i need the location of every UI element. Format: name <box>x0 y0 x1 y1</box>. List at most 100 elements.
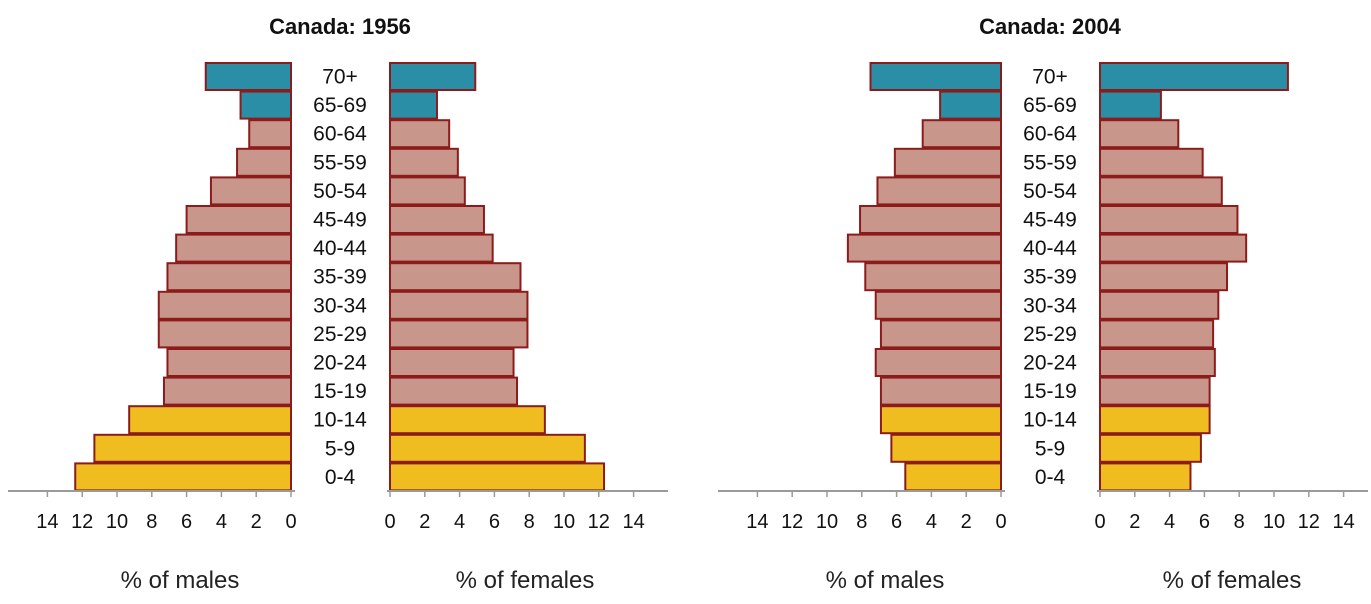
age-label: 15-19 <box>313 380 367 403</box>
male-bar-20-24 <box>874 348 1002 377</box>
x-axis-label-females: % of females <box>456 567 595 594</box>
age-label: 70+ <box>322 66 358 89</box>
age-label: 55-59 <box>313 151 367 174</box>
tick-label: 2 <box>1129 511 1140 533</box>
tick-label: 6 <box>181 511 192 533</box>
male-bar-50-54 <box>876 176 1003 206</box>
age-label: 60-64 <box>313 123 367 146</box>
tick-label: 14 <box>622 511 644 533</box>
tick-label: 6 <box>891 511 902 533</box>
female-bar-20-24 <box>1099 348 1216 377</box>
x-axis-label-males: % of males <box>826 567 945 594</box>
male-bar-70+ <box>204 62 293 91</box>
x-axis-label-males: % of males <box>121 567 240 594</box>
age-label: 10-14 <box>313 409 367 432</box>
age-label: 35-39 <box>313 266 367 289</box>
age-label: 65-69 <box>313 94 367 117</box>
male-bar-50-54 <box>209 176 293 206</box>
male-bar-35-39 <box>864 262 1003 292</box>
male-bar-20-24 <box>166 348 293 377</box>
age-label: 45-49 <box>1023 209 1077 232</box>
tick-label: 0 <box>285 511 296 533</box>
female-bar-35-39 <box>389 262 522 292</box>
tick-label: 4 <box>454 511 465 533</box>
tick-label: 2 <box>419 511 430 533</box>
female-bar-60-64 <box>389 119 451 149</box>
male-bar-55-59 <box>236 147 292 177</box>
female-bar-10-14 <box>1099 405 1211 435</box>
male-bar-25-29 <box>157 319 292 349</box>
age-label: 20-24 <box>1023 352 1077 375</box>
female-bar-30-34 <box>389 290 529 320</box>
tick-label: 14 <box>746 511 768 533</box>
female-bar-35-39 <box>1099 262 1229 292</box>
tick-label: 0 <box>384 511 395 533</box>
male-bar-65-69 <box>939 90 1002 120</box>
age-label: 30-34 <box>1023 294 1077 317</box>
male-bar-10-14 <box>879 405 1002 435</box>
tick-label: 8 <box>1234 511 1245 533</box>
female-bar-15-19 <box>389 376 519 406</box>
female-bar-65-69 <box>389 90 438 120</box>
male-bar-55-59 <box>893 147 1002 177</box>
female-bar-5-9 <box>1099 433 1202 463</box>
female-bar-25-29 <box>389 319 529 349</box>
tick-label: 14 <box>36 511 58 533</box>
age-label: 5-9 <box>1035 437 1065 460</box>
male-bar-65-69 <box>239 90 292 120</box>
tick-label: 10 <box>816 511 838 533</box>
tick-label: 2 <box>961 511 972 533</box>
tick-label: 12 <box>781 511 803 533</box>
tick-label: 6 <box>1199 511 1210 533</box>
tick-label: 10 <box>106 511 128 533</box>
age-label: 60-64 <box>1023 123 1077 146</box>
age-label: 0-4 <box>1035 466 1066 489</box>
male-bar-60-64 <box>921 119 1003 149</box>
tick-label: 12 <box>71 511 93 533</box>
tick-label: 0 <box>995 511 1006 533</box>
age-label: 40-44 <box>1023 237 1077 260</box>
female-bar-65-69 <box>1099 90 1162 120</box>
tick-label: 6 <box>489 511 500 533</box>
male-bar-5-9 <box>890 433 1003 463</box>
age-label: 15-19 <box>1023 380 1077 403</box>
tick-label: 14 <box>1332 511 1354 533</box>
female-bar-20-24 <box>389 348 515 377</box>
pyramid-1: Canada: 1956 70+ 65-69 60-64 55-59 50-54 45-49… <box>8 14 668 594</box>
age-label: 0-4 <box>325 466 356 489</box>
male-bar-35-39 <box>166 262 293 292</box>
age-label: 50-54 <box>1023 180 1077 203</box>
female-bar-30-34 <box>1099 290 1220 320</box>
male-bar-10-14 <box>128 405 292 435</box>
female-bar-70+ <box>389 62 477 91</box>
male-bar-30-34 <box>874 290 1002 320</box>
age-label: 65-69 <box>1023 94 1077 117</box>
tick-label: 12 <box>1298 511 1320 533</box>
age-label: 50-54 <box>313 180 367 203</box>
female-bar-45-49 <box>1099 205 1239 234</box>
male-bar-0-4 <box>904 462 1002 492</box>
age-label: 5-9 <box>325 437 355 460</box>
age-label: 70+ <box>1032 66 1068 89</box>
age-label: 35-39 <box>1023 266 1077 289</box>
female-bar-55-59 <box>1099 147 1204 177</box>
female-bar-45-49 <box>389 205 485 234</box>
male-bar-25-29 <box>879 319 1002 349</box>
tick-label: 8 <box>524 511 535 533</box>
female-bar-50-54 <box>389 176 466 206</box>
age-label: 45-49 <box>313 209 367 232</box>
age-label: 25-29 <box>1023 323 1077 346</box>
x-axis-label-females: % of females <box>1163 567 1302 594</box>
tick-label: 4 <box>926 511 937 533</box>
tick-label: 4 <box>1164 511 1175 533</box>
male-bar-30-34 <box>157 290 292 320</box>
tick-label: 0 <box>1094 511 1105 533</box>
age-label: 10-14 <box>1023 409 1077 432</box>
age-label: 25-29 <box>313 323 367 346</box>
female-bar-55-59 <box>389 147 459 177</box>
age-label: 20-24 <box>313 352 367 375</box>
pyramid-2: Canada: 2004 70+ 65-69 60-64 55-59 50-54 45-49… <box>718 14 1368 594</box>
male-bar-70+ <box>869 62 1002 91</box>
age-label: 55-59 <box>1023 151 1077 174</box>
